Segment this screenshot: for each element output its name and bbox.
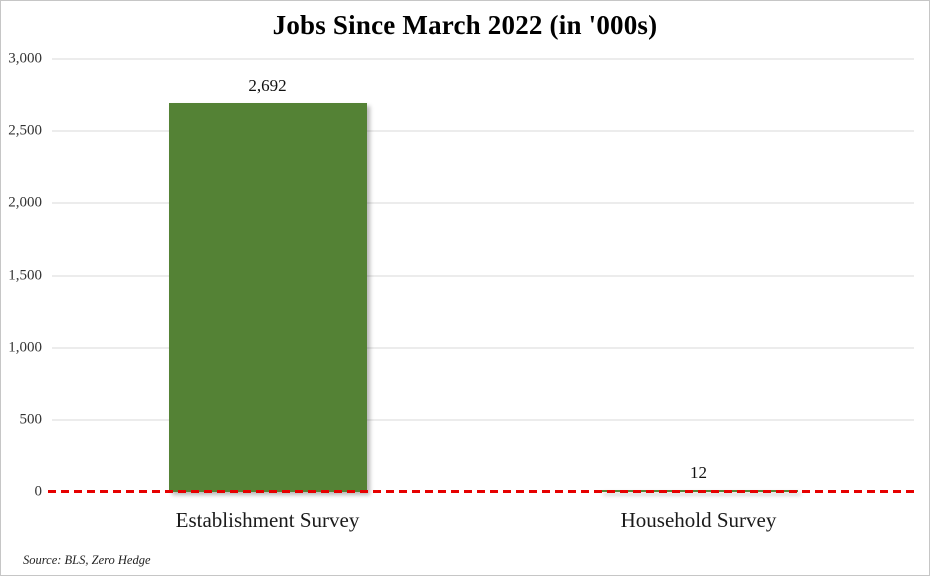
y-axis-tick-label: 2,500 (8, 122, 42, 139)
y-axis-tick-label: 1,000 (8, 339, 42, 356)
gridline (52, 347, 914, 349)
gridline (52, 202, 914, 204)
source-note: Source: BLS, Zero Hedge (23, 553, 151, 567)
gridline (52, 58, 914, 60)
y-axis: 0 500 1,000 1,500 2,000 2,500 3,000 (1, 51, 43, 500)
y-axis-tick-label: 1,500 (8, 267, 42, 283)
y-axis-tick-label: 0 (34, 483, 43, 500)
x-axis: Establishment Survey Household Survey (52, 508, 914, 540)
chart-title: Jobs Since March 2022 (in '000s) (272, 10, 658, 40)
y-axis-tick-label: 500 (19, 411, 43, 428)
plot-area: 2,692 12 (48, 58, 917, 493)
gridline (52, 275, 914, 276)
bar-value-label: 12 (690, 463, 707, 482)
gridline (52, 419, 914, 421)
y-axis-tick-label: 2,000 (8, 194, 42, 211)
zero-baseline-dashed-line (48, 490, 917, 493)
bar-rect (168, 103, 367, 492)
gridline (52, 130, 914, 132)
x-axis-category-label: Household Survey (620, 508, 777, 532)
bar-value-label: 2,692 (248, 76, 287, 95)
y-axis-tick-label: 3,000 (8, 50, 42, 67)
bar-establishment-survey: 2,692 (168, 76, 367, 492)
x-axis-category-label: Establishment Survey (175, 508, 360, 532)
